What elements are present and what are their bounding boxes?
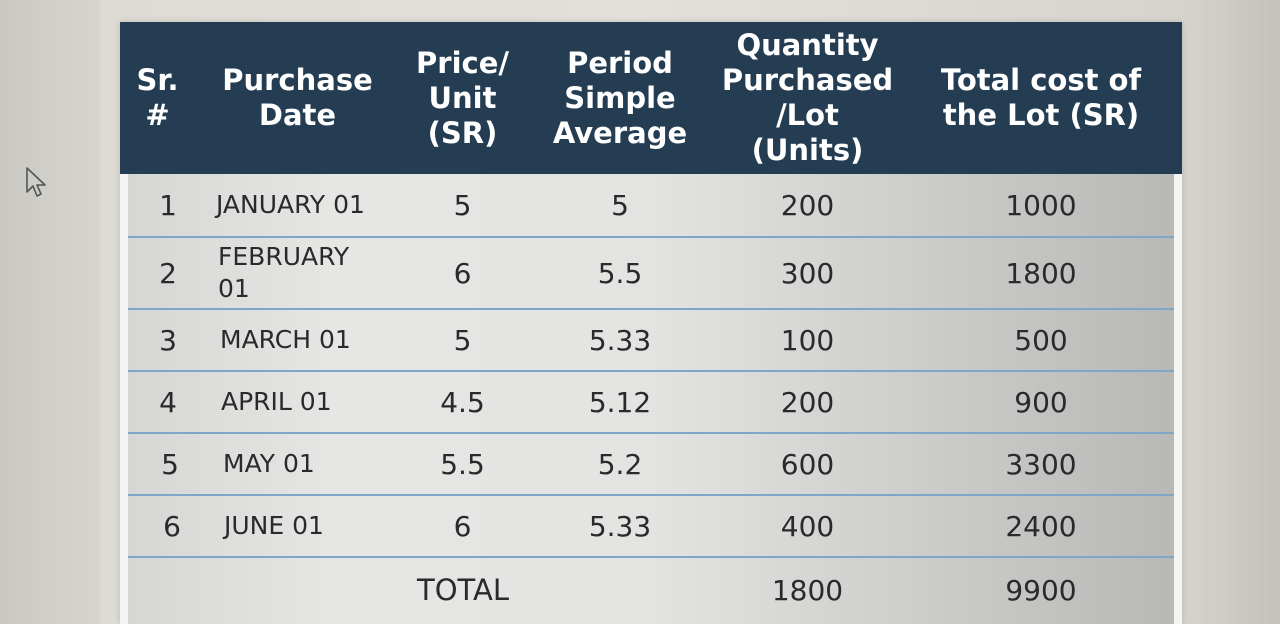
mouse-pointer-icon	[26, 167, 46, 197]
cell-date: APRIL 01	[221, 387, 332, 416]
total-label: TOTAL	[417, 573, 509, 607]
total-row: TOTAL 1800 9900	[128, 558, 1174, 622]
cell-quantity: 400	[780, 509, 835, 543]
cell-average: 5.2	[597, 447, 643, 481]
cell-quantity: 600	[780, 447, 835, 481]
cell-quantity: 300	[780, 256, 835, 290]
cell-average: 5	[611, 188, 629, 222]
cell-date-line2: 01	[218, 274, 250, 303]
table-row: 6 JUNE 01 6 5.33 400 2400	[128, 496, 1174, 558]
cell-sr: 5	[161, 447, 179, 481]
header-price-unit: Price/ Unit (SR)	[416, 45, 509, 150]
cell-price: 5.5	[440, 447, 485, 481]
header-total-cost: Total cost of the Lot (SR)	[940, 63, 1142, 132]
header-sr: Sr. #	[136, 63, 179, 132]
cell-date: JANUARY 01	[216, 190, 365, 219]
cell-price: 4.5	[440, 385, 485, 419]
cell-average: 5.33	[588, 323, 652, 357]
cell-price: 5	[453, 188, 472, 222]
cell-sr: 4	[159, 385, 177, 419]
table-row: 2 FEBRUARY 01 6 5.5 300 1800	[128, 238, 1174, 310]
cell-quantity: 200	[780, 385, 835, 419]
header-purchase-date: Purchase Date	[222, 63, 373, 132]
cell-date: MAY 01	[223, 449, 315, 478]
table-row: 1 JANUARY 01 5 5 200 1000	[128, 174, 1174, 238]
cell-sr: 6	[163, 509, 181, 543]
cell-total: 1800	[1005, 256, 1077, 290]
cell-total: 500	[1014, 323, 1068, 357]
cell-price: 5	[453, 323, 472, 357]
cell-total: 3300	[1005, 447, 1077, 481]
cell-total: 900	[1014, 385, 1068, 419]
cell-date: FEBRUARY 01	[218, 238, 418, 308]
right-screen-margin	[1200, 0, 1280, 624]
cell-quantity: 100	[780, 323, 835, 357]
header-quantity: Quantity Purchased /Lot (Units)	[721, 28, 894, 167]
total-cost: 9900	[1005, 573, 1077, 607]
cell-price: 6	[453, 256, 472, 290]
total-quantity: 1800	[771, 573, 844, 607]
left-screen-margin	[0, 0, 100, 624]
table-row: 5 MAY 01 5.5 5.2 600 3300	[128, 434, 1174, 496]
cell-total: 2400	[1005, 509, 1077, 543]
table-row: 3 MARCH 01 5 5.33 100 500	[128, 310, 1174, 372]
cell-date: MARCH 01	[220, 325, 351, 354]
cell-date: JUNE 01	[224, 511, 324, 540]
cell-sr: 2	[159, 256, 177, 290]
table-row: 4 APRIL 01 4.5 5.12 200 900	[128, 372, 1174, 434]
header-period-average: Period Simple Average	[552, 45, 688, 150]
cell-date-line1: FEBRUARY	[218, 242, 350, 271]
cell-price: 6	[453, 509, 472, 543]
cell-sr: 1	[159, 188, 177, 222]
table-body: 1 JANUARY 01 5 5 200 1000 2 FEBRUARY 01 …	[128, 174, 1174, 624]
cell-average: 5.12	[588, 385, 652, 419]
cell-average: 5.33	[588, 509, 652, 543]
cell-total: 1000	[1005, 188, 1077, 222]
purchase-table: Sr. # Purchase Date Price/ Unit (SR) Per…	[120, 22, 1182, 624]
cell-sr: 3	[159, 323, 177, 357]
cell-quantity: 200	[780, 188, 835, 222]
table-header: Sr. # Purchase Date Price/ Unit (SR) Per…	[120, 22, 1182, 174]
cell-average: 5.5	[597, 256, 643, 290]
